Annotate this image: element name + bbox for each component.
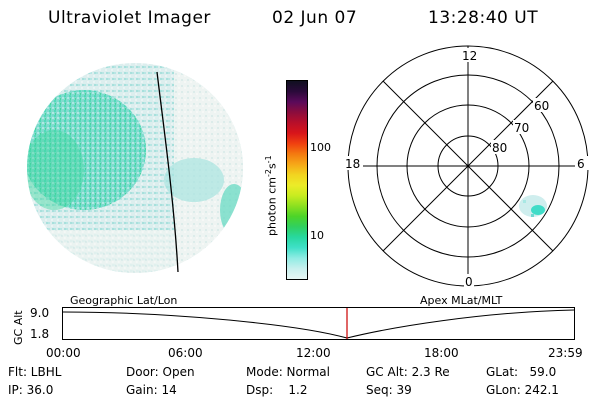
date-label: 02 Jun 07 [272,8,358,28]
timeline-tick-2359: 23:59 [548,346,583,360]
polar-label-18: 18 [345,157,360,171]
geographic-image [27,63,243,273]
info-dsp: Dsp: 1.2 [246,383,308,397]
timeline-plot [62,307,575,340]
info-door: Door: Open [126,365,195,379]
polar-label-70: 70 [514,121,529,135]
info-seq: Seq: 39 [366,383,412,397]
terminator-line [156,71,179,273]
timeline-tick-1800: 18:00 [424,346,459,360]
colorbar-tick-10: 10 [310,229,324,242]
info-flt: Flt: LBHL [8,365,62,379]
info-gc-alt: GC Alt: 2.3 Re [366,365,450,379]
timeline-tick-0600: 06:00 [168,346,203,360]
timeline-y-top: 9.0 [30,306,50,320]
polar-label-12: 12 [462,49,477,63]
timeline-tick-1200: 12:00 [296,346,331,360]
polar-plot: 12 0 18 6 60 70 80 [343,45,589,288]
timeline-tick-0000: 00:00 [46,346,81,360]
polar-auroral-patch [519,195,547,217]
info-glon: GLon: 242.1 [486,383,559,397]
timeline-right-title: Apex MLat/MLT [420,294,503,307]
timeline-ylabel: GC Alt [12,310,25,345]
info-mode: Mode: Normal [246,365,330,379]
timeline-y-bottom: 1.8 [30,327,50,341]
polar-label-60: 60 [534,99,549,113]
time-label: 13:28:40 UT [428,8,539,28]
timeline-left-title: Geographic Lat/Lon [70,294,178,307]
info-glat: GLat: 59.0 [486,365,557,379]
globe-disk [27,63,243,273]
colorbar [286,80,308,280]
info-ip: IP: 36.0 [8,383,54,397]
instrument-title: Ultraviolet Imager [48,8,211,28]
info-gain: Gain: 14 [126,383,177,397]
polar-label-0: 0 [465,275,473,288]
colorbar-tick-100: 100 [310,141,331,154]
polar-label-6: 6 [577,157,585,171]
colorbar-label: photon cm-2s-1 [264,155,279,236]
polar-label-80: 80 [492,141,507,155]
polar-diagonal-2 [382,80,554,252]
